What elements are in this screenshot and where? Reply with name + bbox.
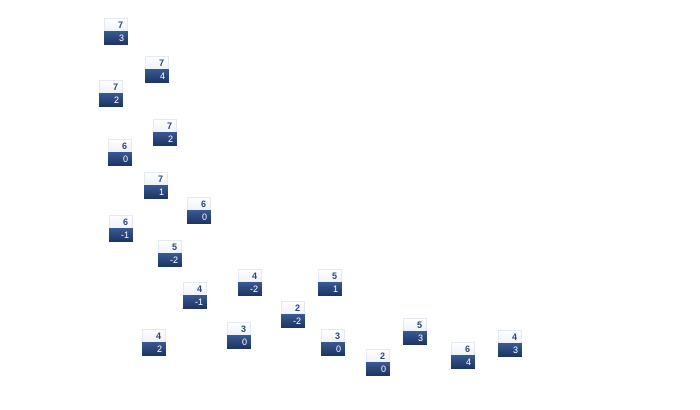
node-top-value: 2 [366, 349, 390, 362]
node-top-value: 5 [318, 269, 342, 282]
node-top-value: 5 [403, 318, 427, 331]
node-bottom-value: -1 [183, 295, 207, 309]
node-top-value: 6 [451, 342, 475, 355]
node-bottom-value: 3 [403, 331, 427, 345]
node-bottom-value: 2 [153, 132, 177, 146]
node-bottom-value: 4 [451, 355, 475, 369]
node-bottom-value: 0 [187, 210, 211, 224]
node-bottom-value: 3 [498, 343, 522, 357]
node-box: 6 -1 [109, 215, 133, 242]
node-bottom-value: -2 [158, 253, 182, 267]
node-top-value: 7 [104, 18, 128, 31]
node-top-value: 4 [183, 282, 207, 295]
node-box: 4 -1 [183, 282, 207, 309]
node-top-value: 7 [99, 80, 123, 93]
node-bottom-value: -1 [109, 228, 133, 242]
node-box: 4 -2 [238, 269, 262, 296]
node-top-value: 4 [142, 329, 166, 342]
node-bottom-value: 1 [318, 282, 342, 296]
node-top-value: 2 [281, 301, 305, 314]
node-bottom-value: 0 [321, 342, 345, 356]
node-top-value: 7 [144, 172, 168, 185]
node-bottom-value: 3 [104, 31, 128, 45]
node-bottom-value: 2 [99, 93, 123, 107]
node-box: 2 -2 [281, 301, 305, 328]
node-box: 5 -2 [158, 240, 182, 267]
node-top-value: 7 [153, 119, 177, 132]
node-top-value: 4 [238, 269, 262, 282]
node-top-value: 6 [187, 197, 211, 210]
node-top-value: 3 [227, 322, 251, 335]
node-top-value: 6 [109, 215, 133, 228]
node-bottom-value: 4 [145, 69, 169, 83]
node-top-value: 4 [498, 330, 522, 343]
node-top-value: 7 [145, 56, 169, 69]
node-bottom-value: 0 [366, 362, 390, 376]
node-top-value: 5 [158, 240, 182, 253]
node-bottom-value: -2 [281, 314, 305, 328]
node-top-value: 3 [321, 329, 345, 342]
node-bottom-value: 0 [227, 335, 251, 349]
node-bottom-value: 2 [142, 342, 166, 356]
node-top-value: 6 [108, 139, 132, 152]
node-bottom-value: 0 [108, 152, 132, 166]
node-bottom-value: -2 [238, 282, 262, 296]
node-bottom-value: 1 [144, 185, 168, 199]
